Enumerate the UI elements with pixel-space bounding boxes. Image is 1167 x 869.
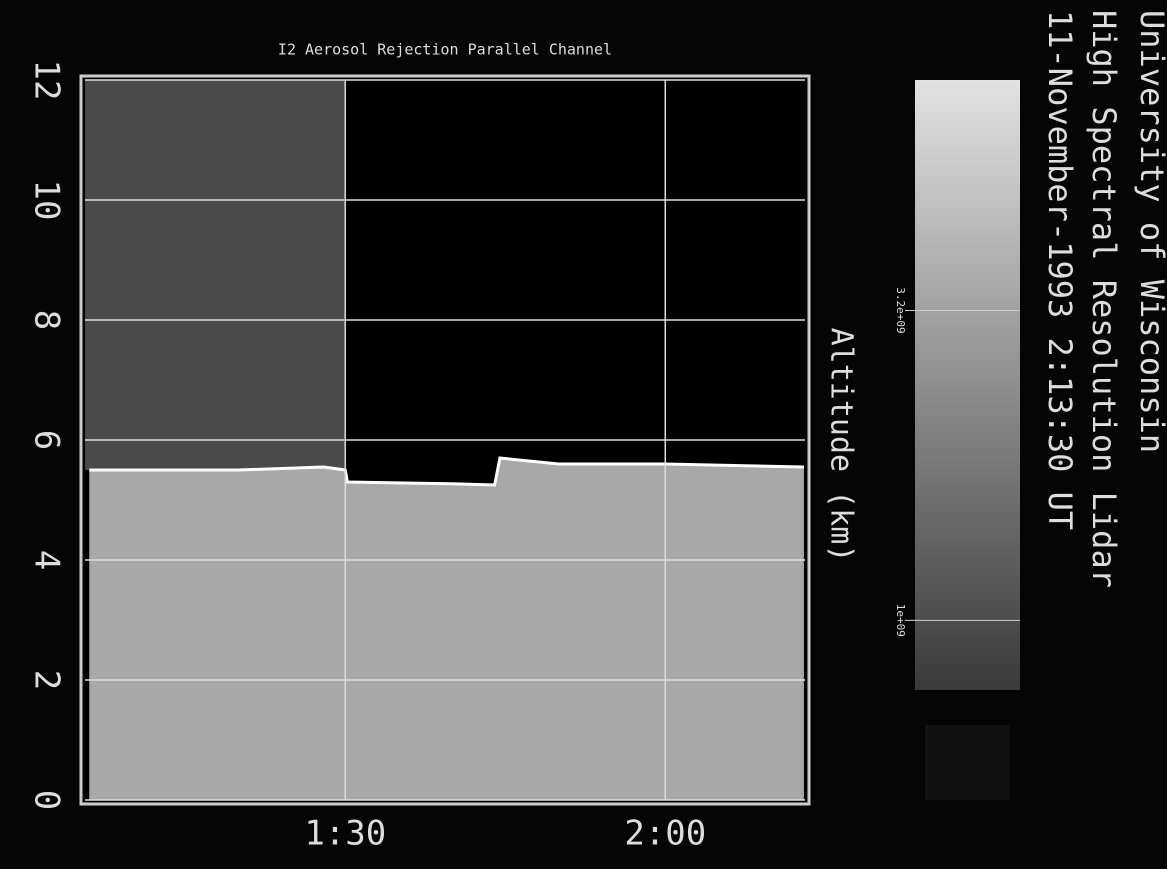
header-line: High Spectral Resolution Lidar <box>1085 10 1123 588</box>
y-tick-label: 4 <box>27 550 67 570</box>
colorbar-tick-label: 1e+09 <box>894 604 907 637</box>
x-tick-label: 1:30 <box>304 814 386 854</box>
y-tick-label: 10 <box>27 180 67 221</box>
colorbar <box>915 80 1020 690</box>
aerosol-layer <box>89 458 804 800</box>
y-tick-label: 2 <box>27 670 67 690</box>
y-tick-label: 8 <box>27 310 67 330</box>
y-tick-label: 0 <box>27 790 67 810</box>
y-tick-label: 12 <box>27 60 67 101</box>
x-tick-label: 2:00 <box>624 814 706 854</box>
header-line: 11-November-1993 2:13:30 UT <box>1041 10 1079 530</box>
colorbar-tick-label: 3.2e+09 <box>894 287 907 333</box>
chart-title: I2 Aerosol Rejection Parallel Channel <box>278 41 612 59</box>
y-axis-label: Altitude (km) <box>824 328 859 563</box>
plot-border <box>79 74 811 806</box>
layer-top <box>89 456 804 487</box>
header-line: University of Wisconsin <box>1133 10 1167 453</box>
aerosol-region <box>85 80 345 470</box>
y-tick-label: 6 <box>27 430 67 450</box>
colorbar-nodata <box>925 725 1010 800</box>
